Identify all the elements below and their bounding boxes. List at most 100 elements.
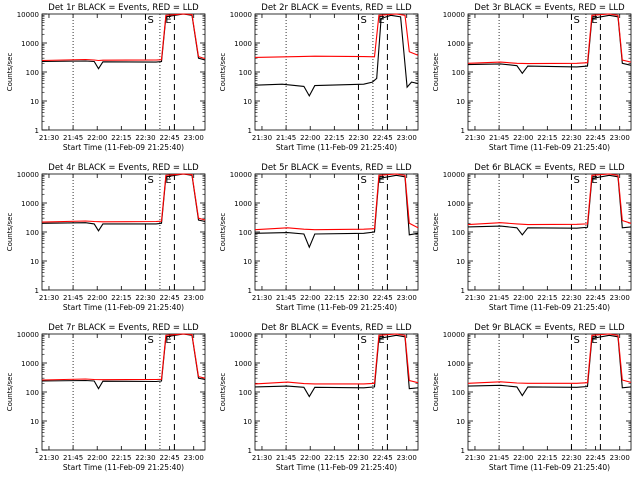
x-axis-label: Start Time (11-Feb-09 21:25:40) [489,303,610,312]
x-tick-label: 22:45 [159,134,179,142]
x-tick-label: 21:30 [39,454,59,462]
plot-frame [254,173,419,291]
x-tick-label: 22:45 [372,134,392,142]
marker-end: E [378,15,384,26]
x-axis-label: Start Time (11-Feb-09 21:25:40) [276,143,397,152]
x-tick-label: 22:00 [87,134,107,142]
x-axis-label: Start Time (11-Feb-09 21:25:40) [489,463,610,472]
x-tick-label: 22:30 [561,294,581,302]
series-line-black [254,174,419,249]
y-tick-label: 10000 [443,171,465,179]
x-tick-label: 22:45 [159,294,179,302]
marker-end: E [591,175,597,186]
y-tick-label: 100 [452,69,465,77]
x-axis-label: Start Time (11-Feb-09 21:25:40) [276,463,397,472]
y-tick-label: 10000 [230,11,252,19]
series-line-red [41,13,206,62]
y-tick-label: 10000 [17,171,39,179]
x-tick-label: 22:30 [561,454,581,462]
plot-panel-2: Det 2r BLACK = Events, RED = LLD 1 10 100 10… [219,3,419,152]
y-axis-label: Counts/sec [432,213,440,252]
x-tick-label: 21:45 [489,454,509,462]
y-tick-label: 1000 [447,40,465,48]
y-axis-label: Counts/sec [432,53,440,92]
y-tick-label: 1000 [234,40,252,48]
y-axis-label: Counts/sec [219,53,227,92]
y-tick-label: 1 [248,447,252,455]
y-tick-label: 10 [243,98,252,106]
series-line-red [254,173,419,231]
x-axis-label: Start Time (11-Feb-09 21:25:40) [489,143,610,152]
x-tick-label: 22:30 [561,134,581,142]
x-tick-label: 22:00 [513,134,533,142]
x-tick-label: 22:15 [324,454,344,462]
marker-start: S [573,15,579,26]
series-line-red [41,333,206,381]
x-tick-label: 22:15 [537,134,557,142]
y-tick-label: 1000 [447,200,465,208]
series-line-red [467,173,632,226]
x-tick-label: 22:30 [135,134,155,142]
y-tick-label: 100 [239,389,252,397]
plot-frame [254,333,419,451]
plot-frame [41,333,206,451]
plot-title: Det 2r BLACK = Events, RED = LLD [261,3,412,13]
x-tick-label: 21:30 [252,454,272,462]
y-tick-label: 100 [26,389,39,397]
y-tick-label: 1000 [447,360,465,368]
plot-title: Det 7r BLACK = Events, RED = LLD [48,323,199,333]
series-line-black [467,334,632,397]
plot-panel-4: Det 4r BLACK = Events, RED = LLD 1 10 100 10… [6,163,206,312]
series-line-red [41,173,206,223]
x-tick-label: 21:30 [465,134,485,142]
marker-end: E [591,335,597,346]
series-line-black [254,334,419,398]
x-tick-label: 22:15 [537,294,557,302]
y-tick-label: 1 [461,447,465,455]
plot-title: Det 5r BLACK = Events, RED = LLD [261,163,412,173]
y-tick-label: 10 [243,258,252,266]
x-tick-label: 21:45 [489,294,509,302]
plot-title: Det 9r BLACK = Events, RED = LLD [474,323,625,333]
series-line-red [254,333,419,385]
y-tick-label: 1 [461,127,465,135]
x-tick-label: 21:30 [252,134,272,142]
x-tick-label: 22:45 [159,454,179,462]
x-tick-label: 23:00 [184,454,204,462]
x-tick-label: 22:30 [348,454,368,462]
marker-start: S [147,335,153,346]
x-tick-label: 23:00 [397,454,417,462]
plot-panel-1: Det 1r BLACK = Events, RED = LLD 1 10 100 10… [6,3,206,152]
y-tick-label: 10 [30,258,39,266]
x-axis-label: Start Time (11-Feb-09 21:25:40) [63,463,184,472]
x-tick-label: 23:00 [610,454,630,462]
y-tick-label: 100 [26,229,39,237]
x-tick-label: 23:00 [610,294,630,302]
plot-title: Det 6r BLACK = Events, RED = LLD [474,163,625,173]
y-tick-label: 1 [35,127,39,135]
x-tick-label: 22:45 [372,454,392,462]
y-axis-label: Counts/sec [432,373,440,412]
x-tick-label: 22:15 [111,454,131,462]
y-tick-label: 1000 [21,360,39,368]
y-tick-label: 100 [239,229,252,237]
x-tick-label: 22:15 [324,294,344,302]
marker-start: S [360,15,366,26]
marker-start: S [360,335,366,346]
marker-end: E [165,175,171,186]
marker-start: S [147,175,153,186]
y-tick-label: 10000 [230,171,252,179]
x-tick-label: 22:45 [585,294,605,302]
x-tick-label: 22:30 [135,294,155,302]
y-tick-label: 100 [26,69,39,77]
marker-end: E [165,15,171,26]
y-tick-label: 1000 [234,360,252,368]
x-tick-label: 22:00 [87,294,107,302]
x-tick-label: 21:45 [63,134,83,142]
y-tick-label: 1 [248,127,252,135]
y-tick-label: 100 [452,229,465,237]
plot-title: Det 8r BLACK = Events, RED = LLD [261,323,412,333]
y-tick-label: 10000 [17,11,39,19]
y-axis-label: Counts/sec [6,53,14,92]
